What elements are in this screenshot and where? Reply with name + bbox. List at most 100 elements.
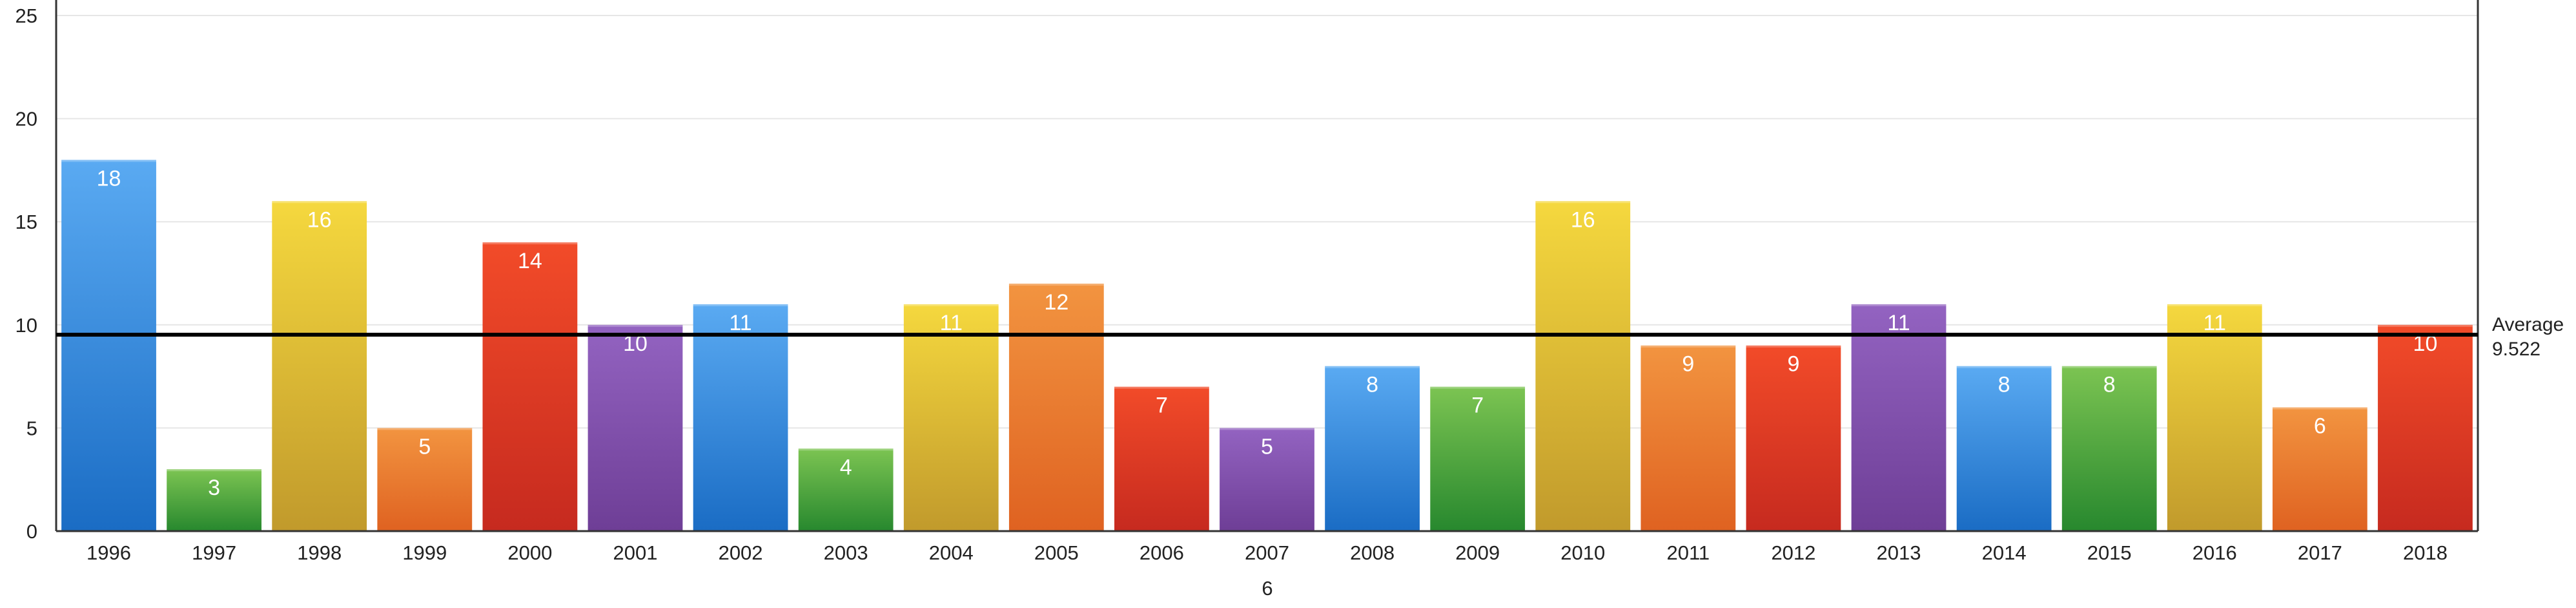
bar-2017: [2272, 407, 2367, 531]
data-label-2013: 11: [1887, 311, 1910, 335]
data-label-2017: 6: [2314, 414, 2326, 438]
bar-highlight: [1746, 345, 1841, 348]
bar-highlight: [2378, 324, 2473, 327]
data-label-2011: 9: [1682, 352, 1694, 377]
bar-2009: [1430, 386, 1526, 531]
x-tick-label: 1998: [297, 541, 342, 564]
axes: 0 5 10 15 20 25 1996 1997 1998 1999 2000 2001 2002 20…: [15, 0, 2479, 564]
x-tick-label: 2018: [2403, 541, 2448, 564]
data-label-2006: 7: [1156, 393, 1168, 418]
bar-2016: [2167, 304, 2262, 531]
x-tick-label: 2008: [1350, 541, 1395, 564]
bar-2018: [2378, 324, 2473, 531]
bar-highlight: [2167, 304, 2262, 306]
bar-2003: [798, 448, 894, 531]
x-tick-label: 2007: [1245, 541, 1289, 564]
average-label: Average: [2492, 314, 2564, 335]
x-tick-label: 2009: [1455, 541, 1500, 564]
bar-2013: [1851, 304, 1947, 531]
data-label-2010: 16: [1571, 207, 1595, 232]
x-tick-label: 2017: [2298, 541, 2342, 564]
bar-highlight: [167, 469, 262, 472]
y-tick-label: 5: [26, 417, 37, 439]
bar-highlight: [1220, 428, 1314, 430]
bar-2004: [903, 304, 999, 531]
x-tick-label: 2014: [1982, 541, 2027, 564]
data-label-2012: 9: [1787, 352, 1799, 377]
y-tick-label: 15: [15, 211, 37, 233]
bar-highlight: [1641, 345, 1736, 348]
x-tick-label: 2004: [929, 541, 974, 564]
bar-2007: [1220, 428, 1314, 531]
bar-2008: [1325, 366, 1420, 531]
data-label-2008: 8: [1366, 373, 1378, 397]
bar-2000: [482, 242, 578, 531]
x-tick-label: 2001: [613, 541, 657, 564]
bar-2011: [1641, 345, 1736, 531]
bar-2014: [1956, 366, 2052, 531]
bar-highlight: [1114, 386, 1209, 389]
bar-highlight: [798, 448, 894, 451]
bar-2015: [2061, 366, 2157, 531]
x-tick-label: 2013: [1877, 541, 1921, 564]
y-tick-label: 20: [15, 108, 37, 131]
bar-highlight: [903, 304, 999, 306]
x-tick-label: 1996: [87, 541, 131, 564]
x-tick-label: 2015: [2087, 541, 2132, 564]
data-label-2014: 8: [1998, 373, 2010, 397]
bar-1998: [272, 201, 367, 531]
data-label-2009: 7: [1471, 393, 1484, 418]
x-tick-label: 1997: [192, 541, 236, 564]
bar-2002: [693, 304, 788, 531]
data-label-2002: 11: [729, 311, 751, 335]
bar-2012: [1746, 345, 1841, 531]
bar-highlight: [1430, 386, 1526, 389]
bar-1997: [167, 469, 262, 531]
data-label-2007: 5: [1261, 434, 1273, 459]
data-label-1999: 5: [418, 434, 431, 459]
bar-2001: [588, 324, 683, 531]
bar-2010: [1535, 201, 1631, 531]
data-label-2004: 11: [940, 311, 963, 335]
x-tick-label: 1999: [402, 541, 447, 564]
x-tick-label: 2012: [1771, 541, 1815, 564]
x-tick-label: 2003: [824, 541, 868, 564]
bar-highlight: [482, 242, 578, 245]
y-tick-label: 10: [15, 314, 37, 337]
bar-highlight: [272, 201, 367, 204]
bar-2005: [1008, 283, 1104, 531]
bar-highlight: [377, 428, 473, 430]
x-tick-label: 2005: [1034, 541, 1079, 564]
data-label-2003: 4: [840, 455, 852, 479]
x-tick-label: 2010: [1560, 541, 1605, 564]
data-label-1998: 16: [307, 207, 332, 232]
bar-highlight: [61, 160, 156, 162]
bar-highlight: [1956, 366, 2052, 368]
bar-highlight: [2061, 366, 2157, 368]
average-line-group: Average 9.522: [56, 314, 2564, 360]
bar-highlight: [1008, 283, 1104, 286]
bar-highlight: [1535, 201, 1631, 204]
data-label-2015: 8: [2103, 373, 2116, 397]
x-tick-label: 2000: [507, 541, 552, 564]
data-label-1997: 3: [208, 476, 220, 500]
bar-highlight: [693, 304, 788, 306]
x-tick-label: 2002: [719, 541, 763, 564]
x-tick-label: 2011: [1667, 541, 1710, 564]
data-label-2005: 12: [1044, 290, 1068, 315]
bar-1999: [377, 428, 473, 531]
bar-highlight: [2272, 407, 2367, 410]
data-label-2000: 14: [518, 249, 542, 273]
y-tick-label: 25: [15, 5, 37, 27]
x-tick-label: 2006: [1140, 541, 1184, 564]
bars: [61, 160, 2473, 531]
data-label-2016: 11: [2203, 311, 2226, 335]
average-value: 9.522: [2492, 339, 2540, 360]
bar-1996: [61, 160, 156, 531]
x-axis-title: 6: [1262, 577, 1273, 600]
bar-highlight: [1851, 304, 1947, 306]
x-tick-label: 2016: [2193, 541, 2237, 564]
